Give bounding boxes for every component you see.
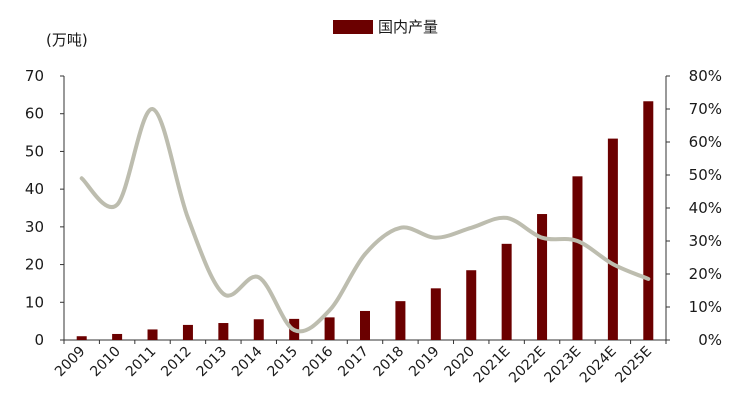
bar xyxy=(395,301,406,340)
left-axis-unit-label: (万吨) xyxy=(46,31,88,49)
bar xyxy=(607,138,618,340)
x-tick-label: 2010 xyxy=(87,344,124,381)
bar xyxy=(466,270,477,340)
x-tick-label: 2015 xyxy=(264,344,301,381)
left-tick-label: 20 xyxy=(25,256,44,274)
right-tick-label: 30% xyxy=(689,232,722,250)
x-tick-label: 2023E xyxy=(542,344,585,387)
left-tick-label: 30 xyxy=(25,218,44,236)
legend-label-domestic-output: 国内产量 xyxy=(378,18,438,36)
left-tick-label: 10 xyxy=(25,293,44,311)
growth-rate-line xyxy=(79,107,651,334)
right-tick-label: 70% xyxy=(689,100,722,118)
x-tick-label: 2019 xyxy=(406,344,443,381)
right-tick-label: 10% xyxy=(689,298,722,316)
left-tick-label: 50 xyxy=(25,142,44,160)
left-tick-label: 40 xyxy=(25,180,44,198)
bar xyxy=(643,101,654,340)
x-tick-label: 2021E xyxy=(471,344,514,387)
right-tick-label: 80% xyxy=(689,67,722,85)
right-tick-label: 20% xyxy=(689,265,722,283)
x-tick-label: 2016 xyxy=(300,343,337,380)
bar xyxy=(430,288,441,340)
x-tick-label: 2024E xyxy=(577,344,620,387)
right-tick-label: 50% xyxy=(689,166,722,184)
x-tick-label: 2009 xyxy=(52,344,89,381)
x-tick-label: 2017 xyxy=(335,344,372,381)
x-tick-label: 2025E xyxy=(612,344,655,387)
x-tick-label: 2022E xyxy=(506,344,549,387)
x-tick-label: 2018 xyxy=(371,344,408,381)
right-tick-label: 60% xyxy=(689,133,722,151)
bar xyxy=(253,319,264,340)
bar xyxy=(147,329,158,340)
bar xyxy=(324,317,335,340)
x-tick-label: 2012 xyxy=(158,344,195,381)
bar xyxy=(537,214,548,340)
bar xyxy=(112,333,123,340)
legend-swatch xyxy=(333,20,373,34)
bar xyxy=(182,324,193,340)
bar xyxy=(76,336,87,340)
x-tick-label: 2013 xyxy=(194,344,231,381)
legend: 国内产量 xyxy=(333,18,438,36)
bar xyxy=(218,323,229,340)
bar xyxy=(572,176,583,340)
x-tick-label: 2011 xyxy=(123,344,160,381)
left-tick-label: 60 xyxy=(25,105,44,123)
x-tick-label: 2014 xyxy=(229,343,266,380)
bar xyxy=(501,243,512,340)
bars-layer xyxy=(76,101,654,340)
bar xyxy=(360,310,370,340)
line-layer xyxy=(79,107,651,334)
right-tick-label: 0% xyxy=(698,331,722,349)
left-tick-label: 0 xyxy=(34,331,44,349)
left-tick-label: 70 xyxy=(25,67,44,85)
right-tick-label: 40% xyxy=(689,199,722,217)
